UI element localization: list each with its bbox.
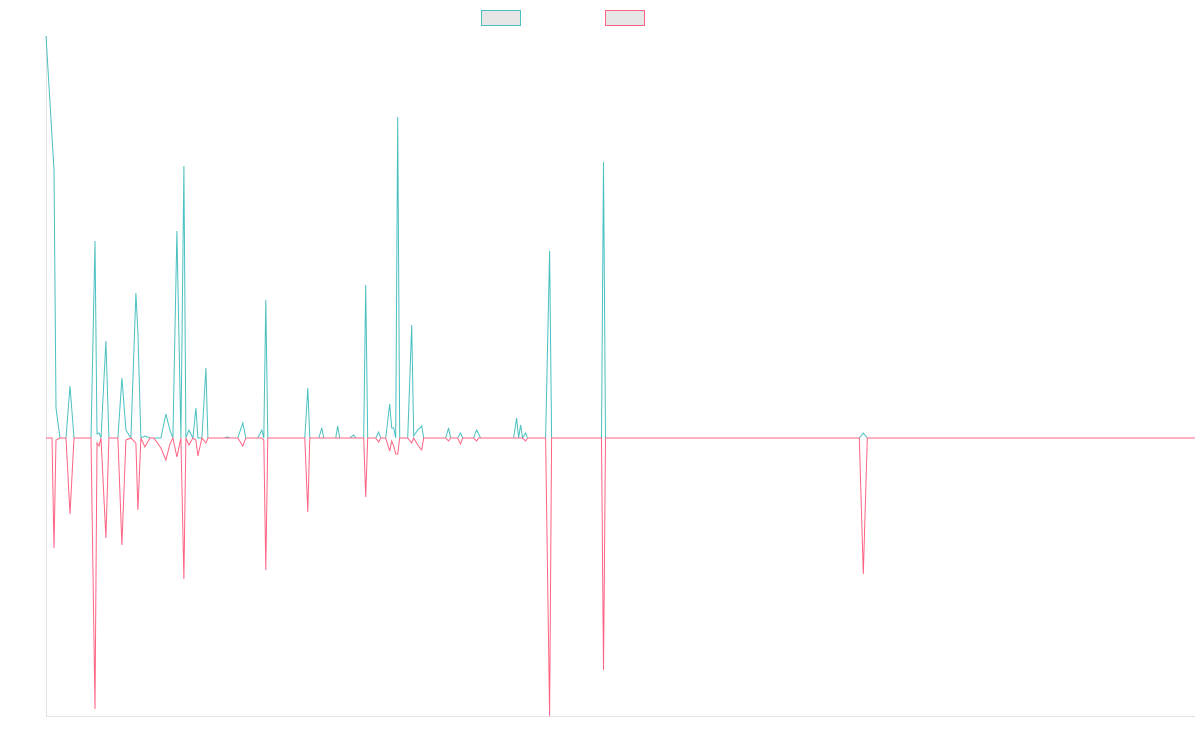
legend-swatch-2[interactable] xyxy=(605,10,645,26)
series-layer xyxy=(45,35,1195,717)
series-line-2 xyxy=(46,436,1195,717)
series-line-1 xyxy=(45,35,1195,440)
legend-swatch-1[interactable] xyxy=(481,10,521,26)
legend xyxy=(481,10,645,26)
